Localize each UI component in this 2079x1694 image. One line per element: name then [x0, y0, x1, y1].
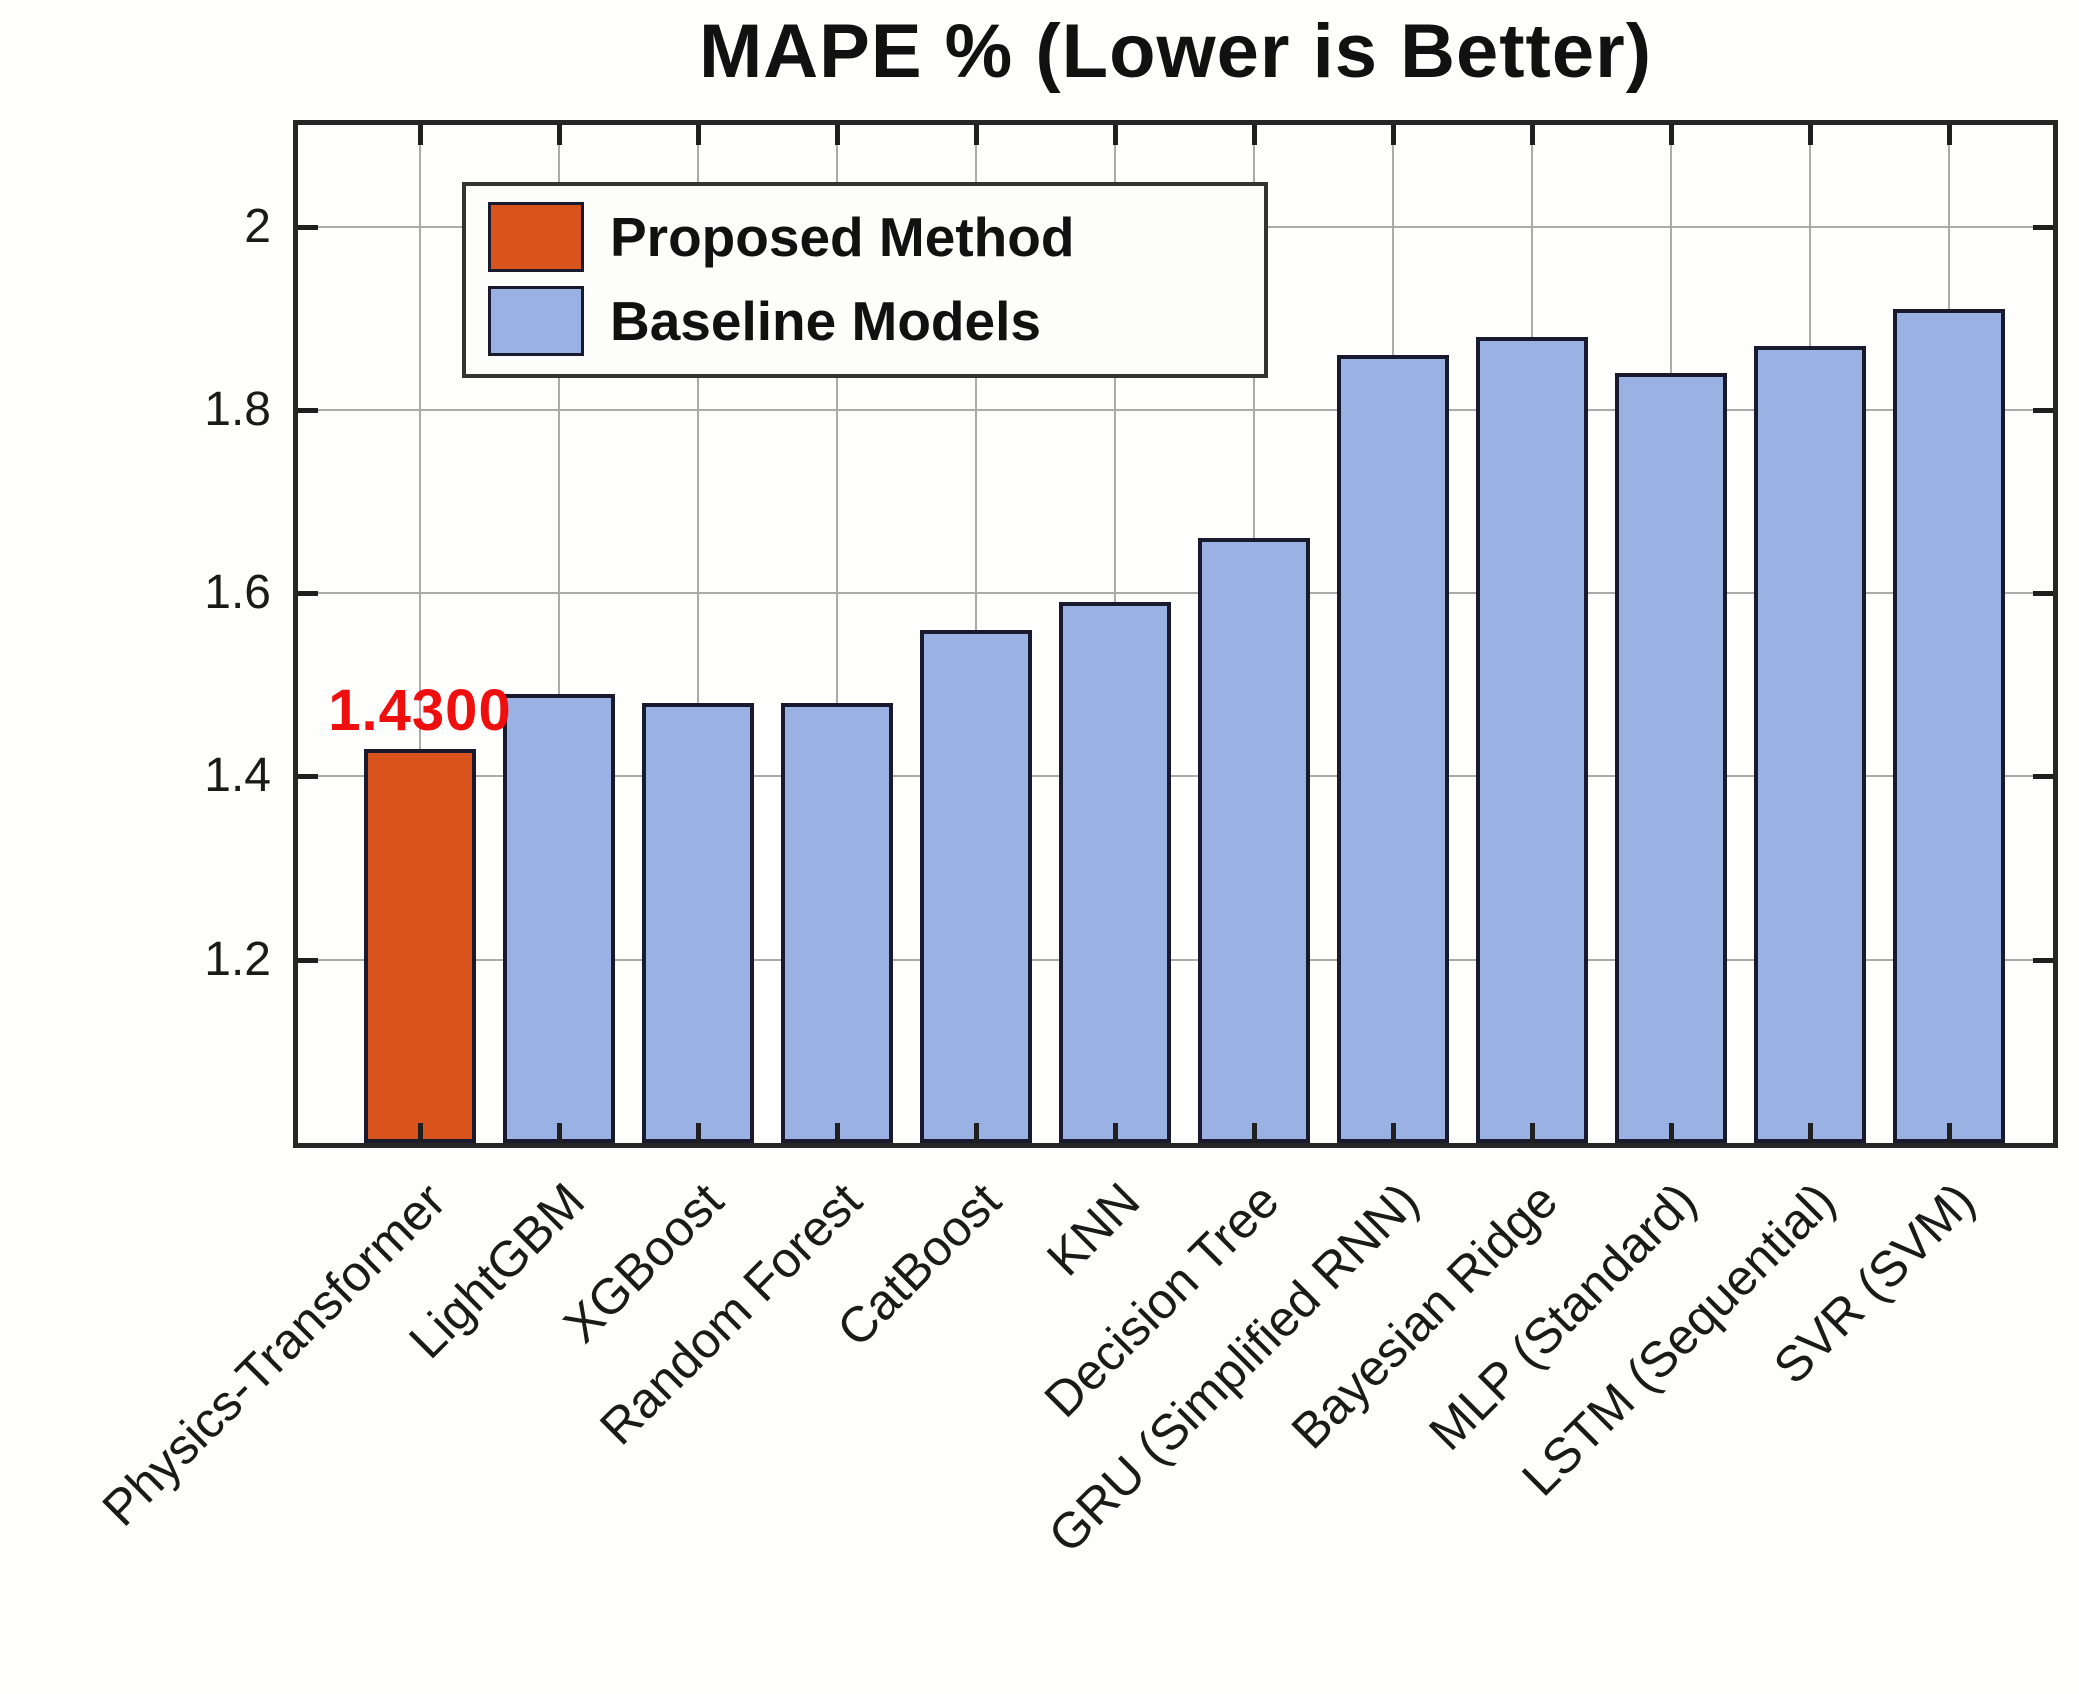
x-tick-top [1530, 125, 1535, 145]
x-tick-bottom [1669, 1123, 1674, 1143]
x-tick-bottom [835, 1123, 840, 1143]
bar-baseline [1615, 373, 1727, 1143]
x-gridline [419, 125, 421, 1143]
y-tick-label: 1.8 [204, 382, 271, 436]
x-gridline [836, 125, 838, 1143]
y-tick-left [298, 591, 318, 597]
x-tick-bottom [557, 1123, 562, 1143]
x-tick-bottom [1252, 1123, 1257, 1143]
x-gridline [558, 125, 560, 1143]
x-tick-top [974, 125, 979, 145]
y-tick-right [2033, 407, 2053, 413]
x-tick-label: Physics-Transformer [91, 1172, 456, 1537]
y-gridline [298, 775, 2053, 778]
bar-baseline [1198, 538, 1310, 1143]
x-tick-top [1669, 125, 1674, 145]
x-tick-label: KNN [1036, 1172, 1151, 1287]
y-tick-label: 1.6 [204, 566, 271, 620]
x-tick-bottom [1113, 1123, 1118, 1143]
x-tick-top [1391, 125, 1396, 145]
bar-baseline [1059, 602, 1171, 1143]
y-tick-right [2033, 224, 2053, 230]
bar-baseline [1476, 336, 1588, 1143]
bar-baseline [781, 703, 893, 1143]
bar-proposed [364, 749, 476, 1143]
legend-swatch-baseline-models [488, 286, 584, 356]
x-tick-bottom [1947, 1123, 1952, 1143]
x-tick-top [1808, 125, 1813, 145]
x-tick-bottom [1808, 1123, 1813, 1143]
y-gridline [298, 958, 2053, 961]
y-tick-label: 1.4 [204, 749, 271, 803]
x-tick-bottom [1530, 1123, 1535, 1143]
legend-row-proposed: Proposed Method [488, 202, 1242, 272]
y-tick-left [298, 224, 318, 230]
bar-baseline [503, 694, 615, 1143]
x-tick-bottom [418, 1123, 423, 1143]
legend-label-baseline-models: Baseline Models [610, 290, 1041, 352]
y-gridline [298, 408, 2053, 411]
x-tick-top [1947, 125, 1952, 145]
x-tick-top [418, 125, 423, 145]
bar-baseline [1337, 355, 1449, 1143]
bar-baseline [642, 703, 754, 1143]
bar-baseline [1754, 345, 1866, 1143]
y-tick-label: 1.2 [204, 932, 271, 986]
x-tick-top [1113, 125, 1118, 145]
legend-label-proposed-method: Proposed Method [610, 206, 1075, 268]
x-tick-top [835, 125, 840, 145]
x-tick-top [1252, 125, 1257, 145]
bar-baseline [920, 629, 1032, 1143]
legend-swatch-proposed-method [488, 202, 584, 272]
y-tick-right [2033, 591, 2053, 597]
x-tick-bottom [696, 1123, 701, 1143]
y-gridline [298, 592, 2053, 595]
y-tick-right [2033, 957, 2053, 963]
x-tick-top [557, 125, 562, 145]
x-tick-top [696, 125, 701, 145]
y-tick-right [2033, 774, 2053, 780]
y-tick-left [298, 957, 318, 963]
x-tick-bottom [974, 1123, 979, 1143]
legend: Proposed Method Baseline Models [462, 182, 1268, 378]
chart-title: MAPE % (Lower is Better) [698, 9, 1653, 94]
y-tick-label: 2 [244, 199, 271, 253]
x-gridline [697, 125, 699, 1143]
y-tick-left [298, 407, 318, 413]
legend-row-baseline: Baseline Models [488, 286, 1242, 356]
bar-baseline [1893, 309, 2005, 1143]
x-tick-bottom [1391, 1123, 1396, 1143]
y-tick-left [298, 774, 318, 780]
proposed-value-label: 1.4300 [328, 677, 512, 743]
